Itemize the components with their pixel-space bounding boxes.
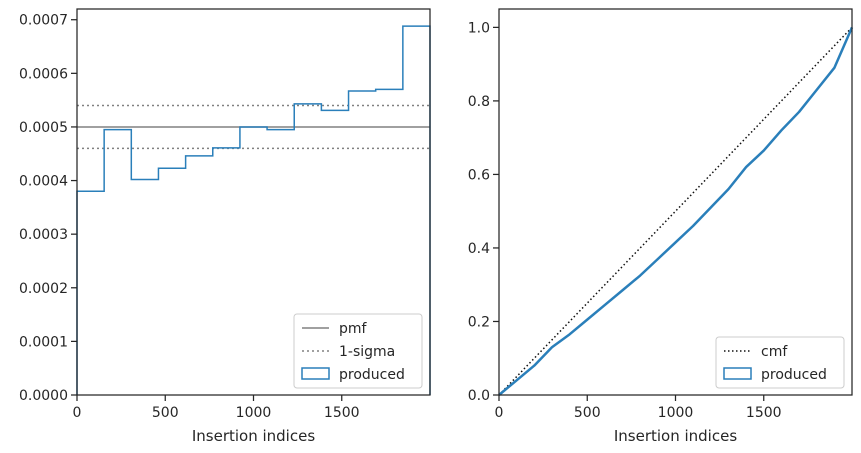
left-y-tick-label: 0.0005 (19, 120, 68, 136)
right-x-axis-label: Insertion indices (614, 427, 737, 445)
left-y-tick-label: 0.0004 (19, 174, 68, 190)
left-y-ticks: 0.0000 0.0001 0.0002 0.0003 0.0004 0.0005 0.00… (19, 13, 77, 404)
left-produced-series (76, 25, 431, 395)
legend-produced-label: produced (339, 367, 405, 383)
left-legend: pmf 1-sigma produced (293, 313, 423, 389)
cmf-line (498, 26, 853, 396)
right-chart-panel: 0.0 0.2 0.4 0.6 0.8 1.0 0 500 1000 1500 Insertio… (468, 8, 854, 445)
right-x-tick-label: 1000 (658, 405, 694, 421)
left-y-tick-label: 0.0001 (19, 334, 68, 350)
left-x-ticks: 0 500 1000 1500 (73, 395, 360, 421)
right-x-tick-label: 500 (574, 405, 601, 421)
legend-produced-swatch (723, 367, 752, 380)
left-y-tick-label: 0.0007 (19, 13, 68, 29)
left-x-tick-label: 500 (152, 405, 179, 421)
left-x-axis-label: Insertion indices (192, 427, 315, 445)
right-x-tick-label: 1500 (746, 405, 782, 421)
left-y-tick-label: 0.0006 (19, 66, 68, 82)
legend-box (715, 336, 845, 389)
left-chart-panel: 0.0000 0.0001 0.0002 0.0003 0.0004 0.0005 0.00… (19, 8, 431, 445)
right-y-ticks: 0.0 0.2 0.4 0.6 0.8 1.0 (468, 20, 499, 404)
left-y-tick-label: 0.0002 (19, 281, 68, 297)
right-y-tick-label: 0.2 (468, 314, 490, 330)
legend-pmf-label: pmf (339, 321, 368, 337)
right-y-tick-label: 1.0 (468, 20, 490, 36)
right-y-tick-label: 0.8 (468, 94, 490, 110)
left-x-tick-label: 0 (73, 405, 82, 421)
right-y-tick-label: 0.4 (468, 241, 490, 257)
right-produced-series (498, 26, 854, 396)
right-reference-lines (498, 26, 853, 396)
legend-box (293, 313, 423, 389)
legend-produced-swatch (301, 367, 330, 380)
left-x-tick-label: 1000 (236, 405, 272, 421)
left-y-tick-label: 0.0000 (19, 388, 68, 404)
right-y-tick-label: 0.0 (468, 388, 490, 404)
right-y-tick-label: 0.6 (468, 167, 490, 183)
legend-produced-label: produced (761, 367, 827, 383)
legend-one-sigma-label: 1-sigma (339, 344, 395, 360)
left-y-tick-label: 0.0003 (19, 227, 68, 243)
right-x-tick-label: 0 (495, 405, 504, 421)
produced-histogram-step (76, 25, 431, 395)
produced-cumulative-step (498, 26, 854, 396)
right-x-ticks: 0 500 1000 1500 (495, 395, 782, 421)
right-legend: cmf produced (715, 336, 845, 389)
left-x-tick-label: 1500 (324, 405, 360, 421)
legend-cmf-label: cmf (761, 344, 788, 360)
